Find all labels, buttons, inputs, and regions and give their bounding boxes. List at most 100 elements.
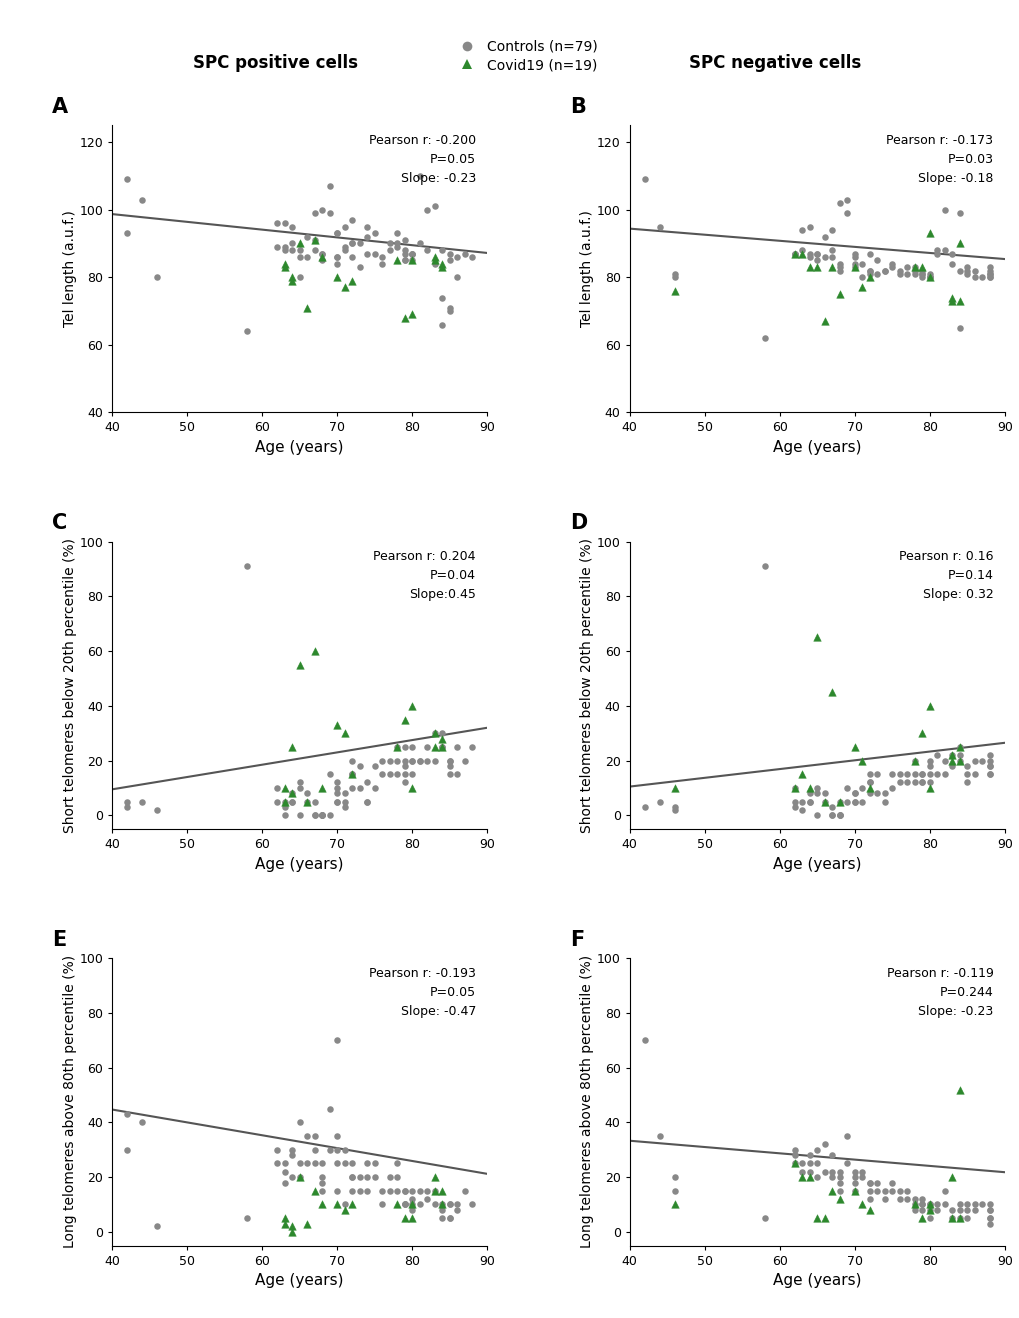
Point — [913, 1189, 929, 1210]
Point — [119, 223, 136, 244]
Point — [808, 627, 824, 648]
Y-axis label: Long telomeres above 80th percentile (%): Long telomeres above 80th percentile (%) — [580, 956, 593, 1248]
Point — [906, 257, 922, 278]
Point — [913, 763, 929, 784]
Point — [359, 772, 375, 793]
Point — [307, 203, 323, 224]
Point — [276, 1207, 292, 1228]
Point — [448, 737, 465, 758]
Point — [307, 240, 323, 261]
Text: C: C — [52, 513, 67, 532]
Point — [119, 791, 136, 812]
Point — [801, 1145, 817, 1166]
Point — [269, 778, 285, 799]
Point — [343, 1153, 360, 1174]
Point — [434, 728, 450, 749]
Point — [951, 1194, 967, 1215]
Point — [816, 1161, 833, 1182]
Point — [980, 763, 997, 784]
Point — [861, 772, 877, 793]
Point — [396, 307, 413, 328]
X-axis label: Age (years): Age (years) — [255, 857, 343, 871]
Point — [839, 1126, 855, 1147]
Point — [336, 1194, 353, 1215]
Point — [283, 266, 300, 287]
Point — [426, 250, 442, 272]
Point — [321, 1098, 337, 1119]
Point — [404, 750, 420, 771]
Point — [966, 750, 982, 771]
Y-axis label: Short telomeres below 20th percentile (%): Short telomeres below 20th percentile (%… — [580, 538, 593, 833]
Point — [830, 791, 847, 812]
Point — [314, 1166, 330, 1188]
Point — [883, 1180, 900, 1201]
Point — [793, 1153, 809, 1174]
Point — [291, 778, 308, 799]
Point — [756, 556, 772, 577]
Point — [906, 750, 922, 771]
Point — [823, 1180, 840, 1201]
Point — [381, 240, 397, 261]
Point — [283, 737, 300, 758]
Point — [846, 1161, 862, 1182]
Point — [928, 240, 945, 261]
Point — [980, 257, 997, 278]
Point — [352, 755, 368, 776]
Point — [920, 1207, 936, 1228]
Point — [457, 1180, 473, 1201]
Point — [861, 772, 877, 793]
Point — [329, 246, 345, 268]
Point — [958, 257, 974, 278]
Point — [944, 1207, 960, 1228]
Point — [801, 1166, 817, 1188]
Point — [283, 783, 300, 804]
Point — [411, 1194, 427, 1215]
Point — [276, 253, 292, 274]
Point — [149, 799, 165, 820]
Point — [404, 250, 420, 272]
Point — [352, 1166, 368, 1188]
Point — [944, 745, 960, 766]
Point — [786, 243, 802, 264]
Point — [434, 253, 450, 274]
Point — [329, 223, 345, 244]
Point — [786, 1139, 802, 1160]
Point — [404, 696, 420, 717]
Point — [343, 763, 360, 784]
Point — [830, 1172, 847, 1193]
Point — [951, 1079, 967, 1101]
Point — [441, 250, 458, 272]
Point — [366, 755, 382, 776]
Point — [283, 270, 300, 291]
Point — [283, 216, 300, 237]
Point — [920, 264, 936, 285]
Point — [808, 243, 824, 264]
Point — [388, 763, 405, 784]
Point — [321, 1139, 337, 1160]
Point — [861, 1199, 877, 1220]
Point — [269, 1139, 285, 1160]
Point — [816, 227, 833, 248]
Point — [283, 1139, 300, 1160]
Point — [329, 783, 345, 804]
Point — [426, 722, 442, 743]
Point — [404, 243, 420, 264]
Point — [883, 778, 900, 799]
Point — [853, 1166, 869, 1188]
Point — [441, 1194, 458, 1215]
Point — [928, 745, 945, 766]
Point — [801, 257, 817, 278]
Point — [388, 233, 405, 254]
Point — [329, 1139, 345, 1160]
Point — [853, 266, 869, 287]
Point — [636, 169, 652, 190]
Point — [434, 1199, 450, 1220]
Point — [291, 240, 308, 261]
Point — [980, 755, 997, 776]
Point — [980, 1199, 997, 1220]
Point — [801, 783, 817, 804]
Point — [329, 223, 345, 244]
Point — [299, 783, 315, 804]
Point — [898, 257, 914, 278]
Point — [839, 778, 855, 799]
